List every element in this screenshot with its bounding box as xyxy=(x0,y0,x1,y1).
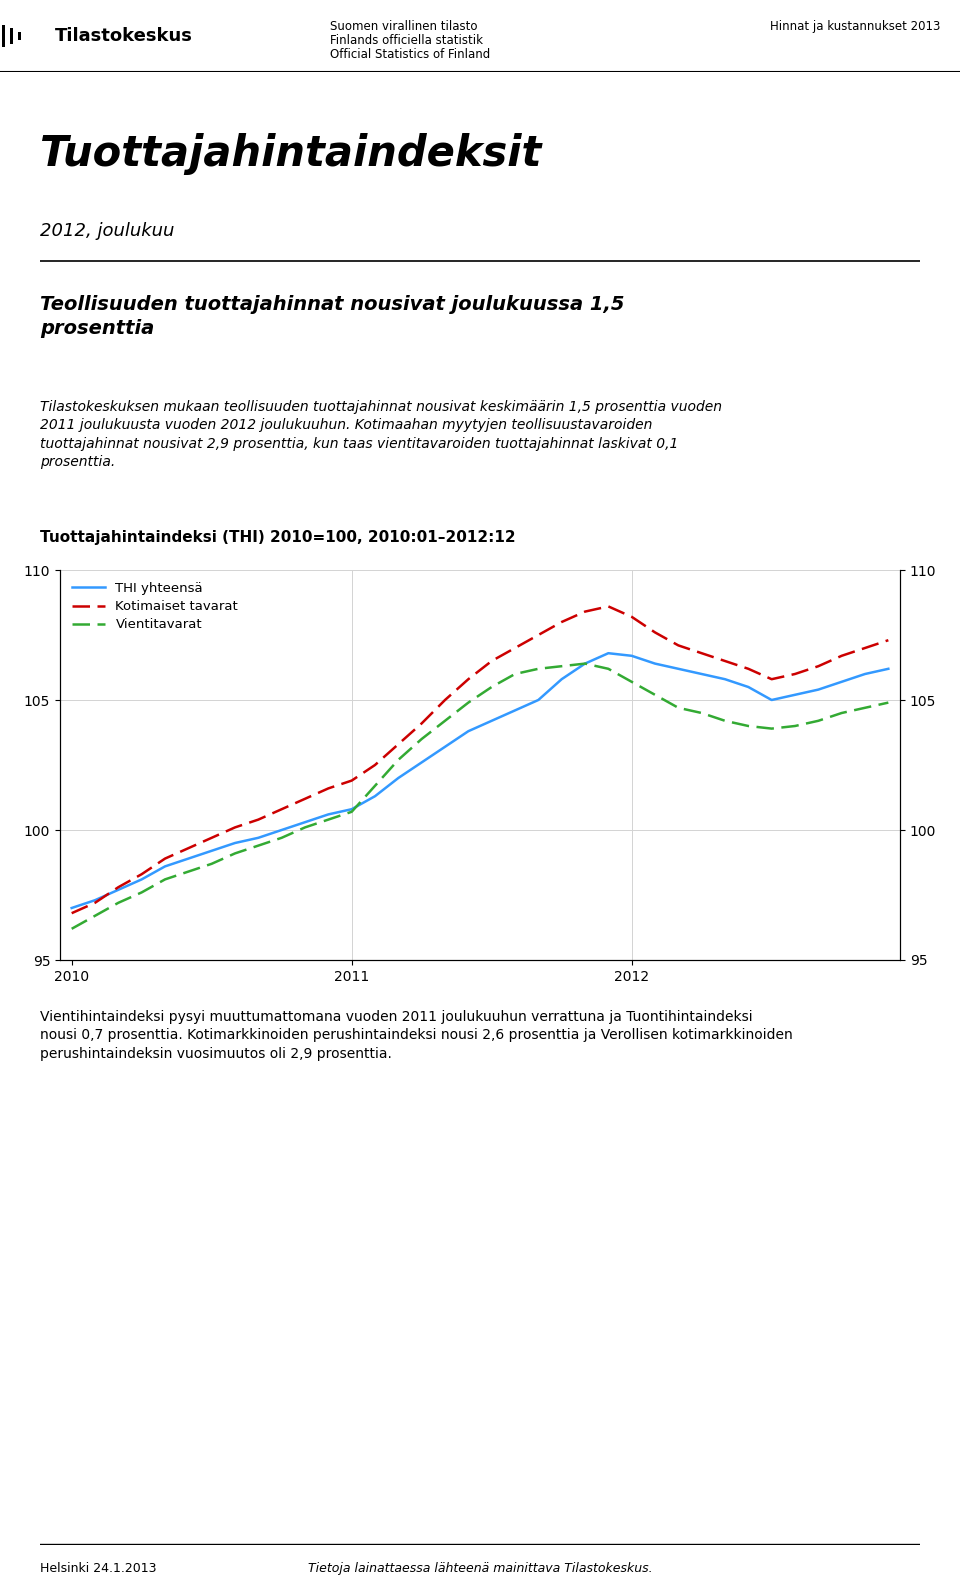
Bar xyxy=(18,32,21,40)
Text: Finlands officiella statistik: Finlands officiella statistik xyxy=(330,33,483,48)
Text: 2012, joulukuu: 2012, joulukuu xyxy=(40,222,175,239)
Text: Vientihintaindeksi pysyi muuttumattomana vuoden 2011 joulukuuhun verrattuna ja T: Vientihintaindeksi pysyi muuttumattomana… xyxy=(40,1010,793,1060)
Text: Teollisuuden tuottajahinnat nousivat joulukuussa 1,5
prosenttia: Teollisuuden tuottajahinnat nousivat jou… xyxy=(40,295,625,338)
Text: Hinnat ja kustannukset 2013: Hinnat ja kustannukset 2013 xyxy=(770,21,940,33)
Bar xyxy=(2,25,5,48)
Text: Suomen virallinen tilasto: Suomen virallinen tilasto xyxy=(330,21,477,33)
Text: Helsinki 24.1.2013: Helsinki 24.1.2013 xyxy=(40,1561,156,1575)
Text: Tilastokeskuksen mukaan teollisuuden tuottajahinnat nousivat keskimäärin 1,5 pro: Tilastokeskuksen mukaan teollisuuden tuo… xyxy=(40,399,722,469)
Text: Tilastokeskus: Tilastokeskus xyxy=(55,27,193,44)
Text: Tietoja lainattaessa lähteenä mainittava Tilastokeskus.: Tietoja lainattaessa lähteenä mainittava… xyxy=(308,1561,652,1575)
Text: Tuottajahintaindeksi (THI) 2010=100, 2010:01–2012:12: Tuottajahintaindeksi (THI) 2010=100, 201… xyxy=(40,529,516,545)
Bar xyxy=(10,29,13,44)
Text: Official Statistics of Finland: Official Statistics of Finland xyxy=(330,48,491,60)
Text: Tuottajahintaindeksit: Tuottajahintaindeksit xyxy=(40,133,541,174)
Legend: THI yhteensä, Kotimaiset tavarat, Vientitavarat: THI yhteensä, Kotimaiset tavarat, Vienti… xyxy=(66,577,244,637)
